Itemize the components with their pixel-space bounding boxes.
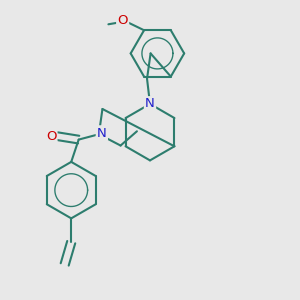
Text: O: O [117, 14, 128, 27]
Text: N: N [145, 98, 155, 110]
Text: O: O [46, 130, 56, 142]
Text: N: N [97, 127, 107, 140]
